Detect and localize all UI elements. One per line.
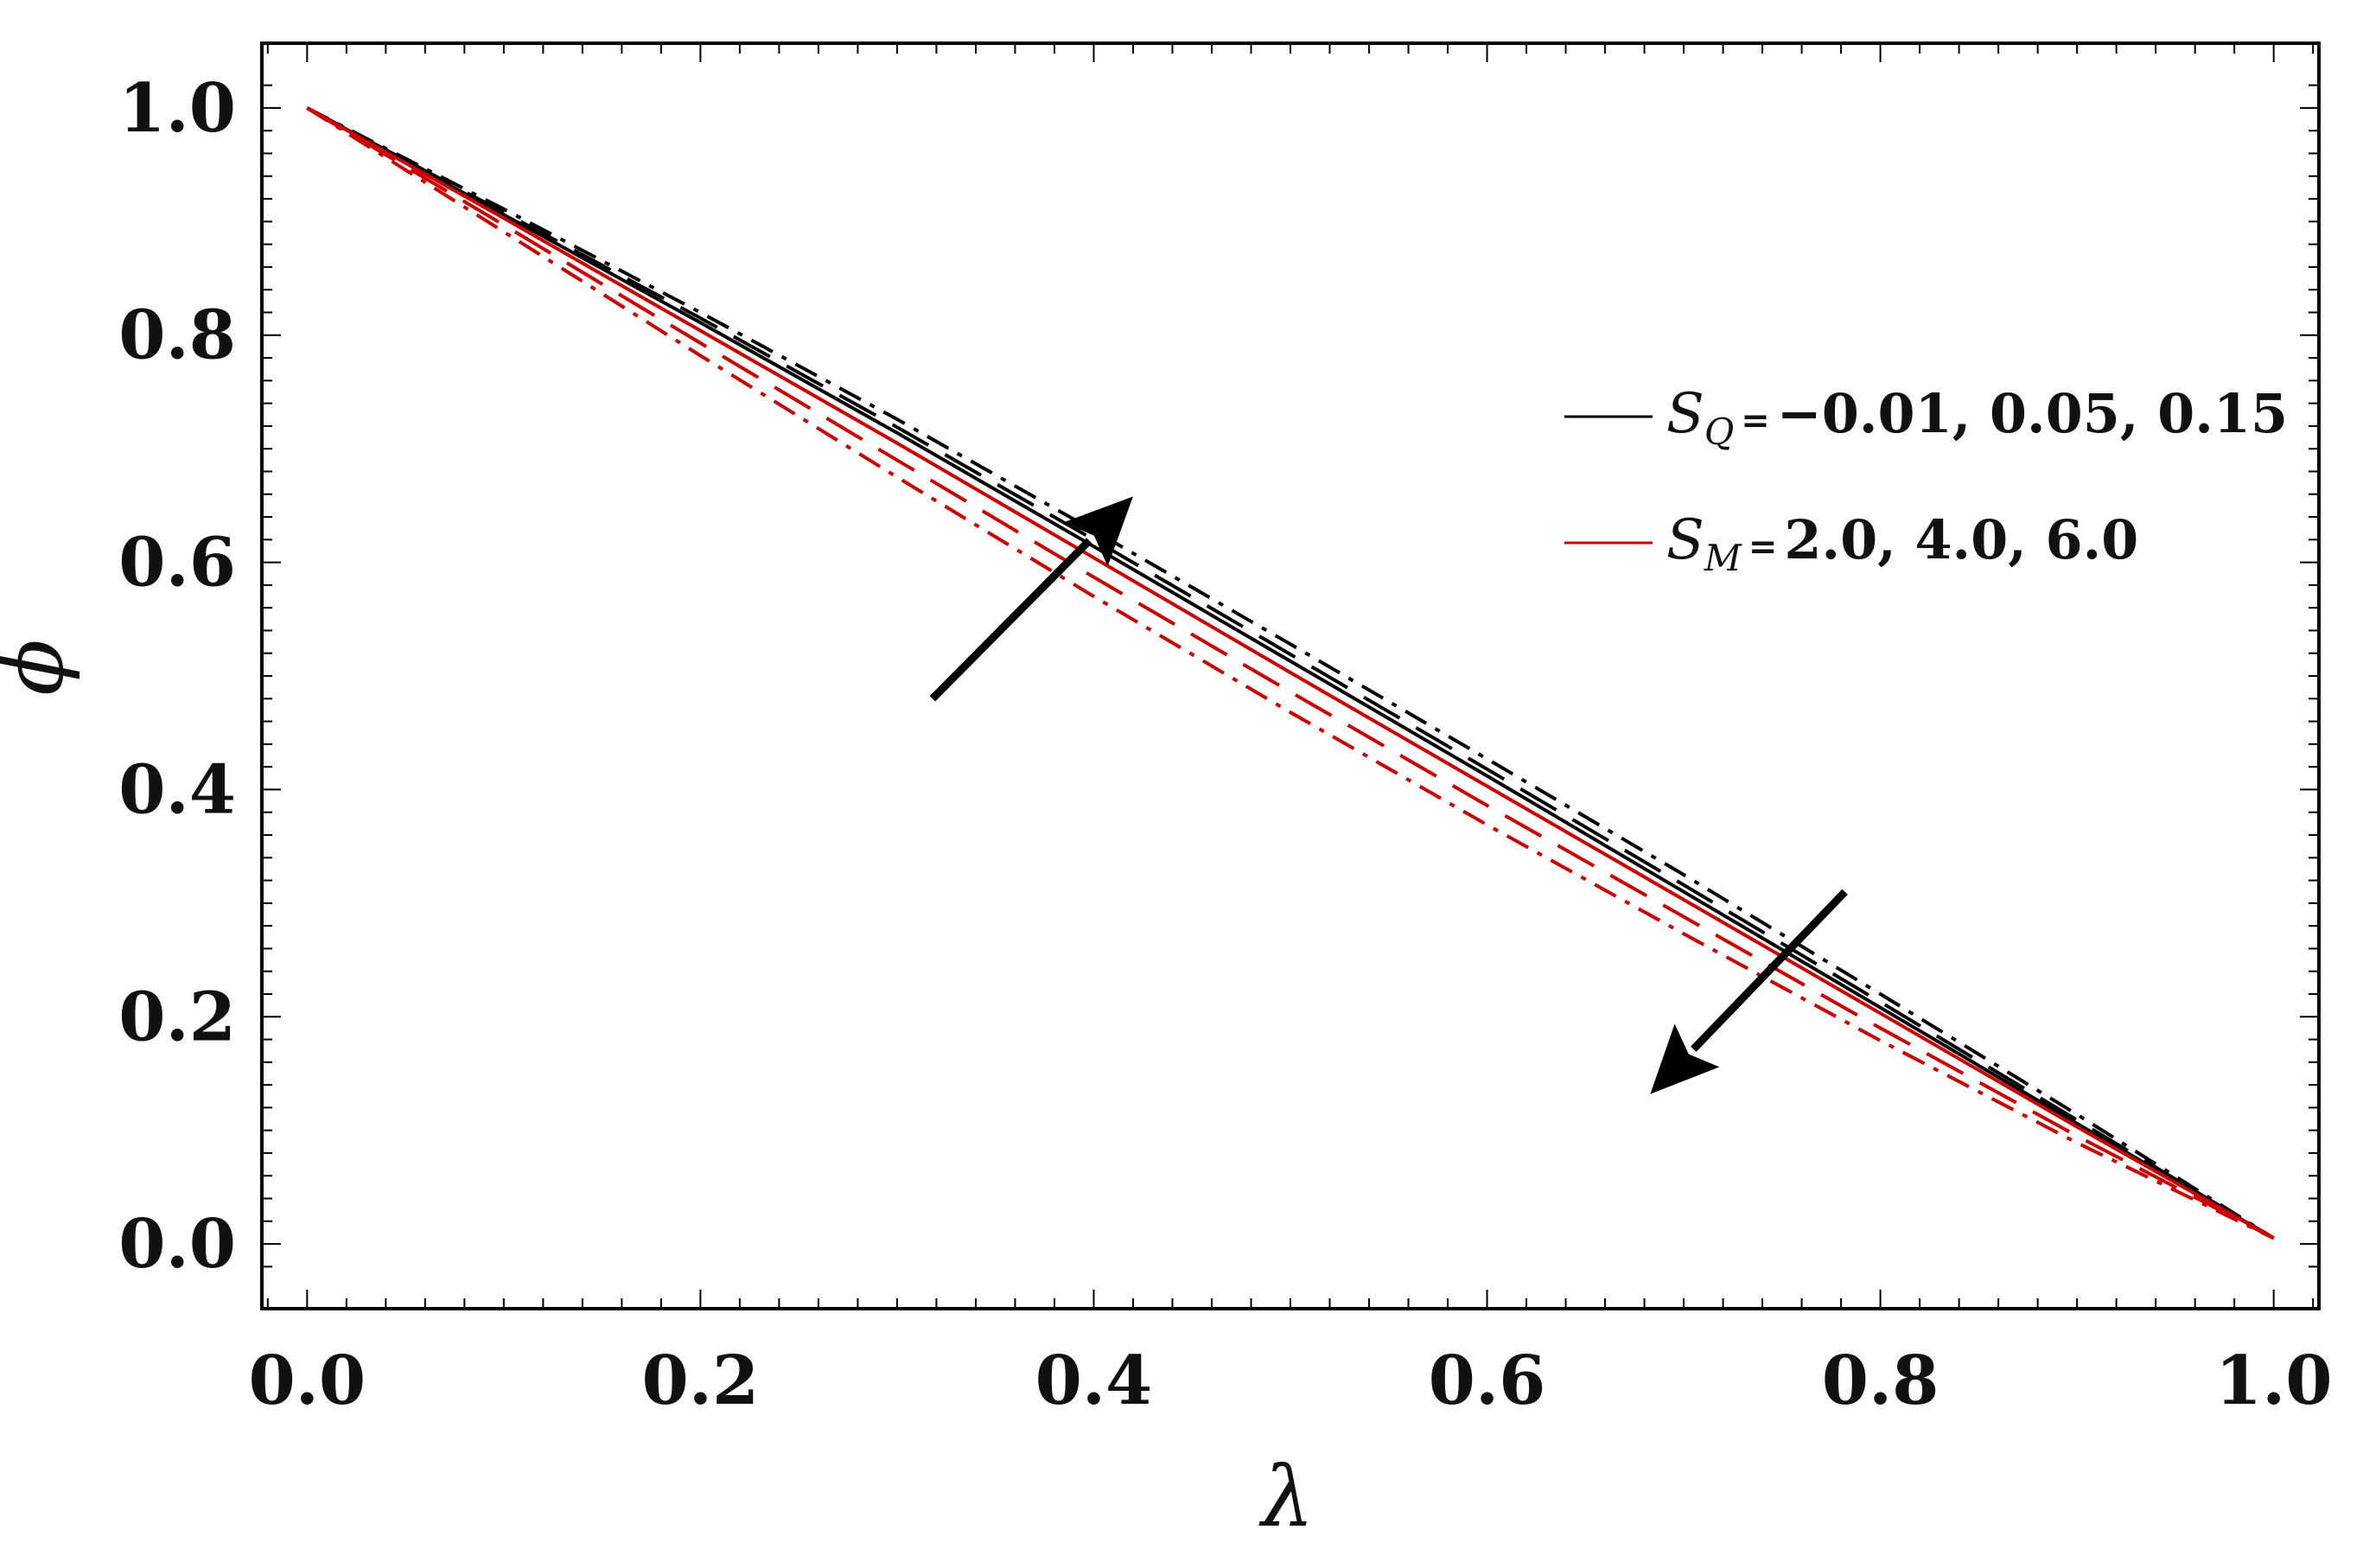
y-tick-label: 0.6: [118, 524, 236, 602]
x-tick-label: 0.2: [642, 1342, 760, 1420]
arrow-head-2: [1650, 1023, 1720, 1094]
y-tick-label: 1.0: [118, 69, 236, 148]
x-axis-label: λ: [1258, 1449, 1315, 1546]
y-tick-label: 0.2: [118, 978, 236, 1056]
plot-frame: [260, 41, 2321, 1310]
series-line-3: [306, 106, 2275, 1240]
x-tick-label: 0.4: [1035, 1342, 1153, 1420]
arrow-shaft-2: [1691, 889, 1848, 1052]
series-line-2: [306, 106, 2275, 1240]
y-tick-label: 0.4: [118, 750, 236, 829]
series-line-1: [306, 106, 2275, 1240]
legend-entry-sq: SQ = −0.01, 0.05, 0.15: [1666, 382, 2288, 453]
axis-ticks: [262, 43, 2319, 1309]
series-line-4: [306, 106, 2275, 1240]
x-tick-label: 0.0: [248, 1342, 366, 1420]
x-tick-label: 0.8: [1822, 1342, 1939, 1420]
legend: SQ = −0.01, 0.05, 0.15 SM = 2.0, 4.0, 6.0: [1564, 382, 2288, 579]
legend-entry-sm: SM = 2.0, 4.0, 6.0: [1666, 508, 2138, 579]
arrow-shaft-1: [929, 538, 1092, 702]
annotation-arrows: [929, 496, 1848, 1094]
x-tick-label: 1.0: [2215, 1342, 2333, 1420]
series-line-6: [306, 106, 2275, 1240]
y-tick-label: 0.0: [118, 1205, 236, 1284]
series-layer: [306, 106, 2275, 1240]
arrow-head-1: [1063, 496, 1133, 567]
y-tick-label: 0.8: [118, 296, 236, 375]
series-line-5: [306, 106, 2275, 1240]
y-axis-label: ϕ: [0, 639, 82, 695]
axis-tick-labels: 0.0 0.2 0.4 0.6 0.8 1.0 0.0 0.2 0.4 0.6 0.8 1.0: [118, 69, 2332, 1420]
x-tick-label: 0.6: [1429, 1342, 1546, 1420]
